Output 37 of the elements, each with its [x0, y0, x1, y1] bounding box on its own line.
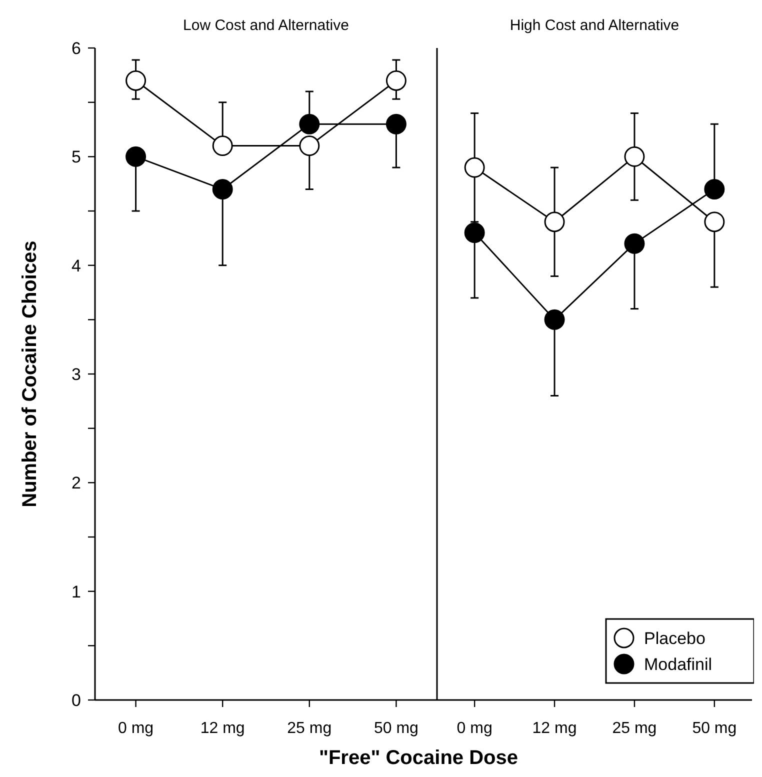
- x-tick-label: 12 mg: [532, 720, 577, 737]
- y-tick-label: 2: [72, 474, 81, 493]
- point: [126, 146, 146, 167]
- y-tick-label: 0: [72, 690, 81, 710]
- x-tick-label: 0 mg: [456, 720, 492, 737]
- point: [299, 114, 320, 134]
- y-tick-label: 1: [72, 582, 81, 602]
- y-tick-label: 3: [72, 364, 81, 384]
- point: [464, 222, 485, 243]
- point: [544, 309, 565, 330]
- point: [299, 136, 320, 156]
- point: [544, 212, 565, 232]
- y-axis-title: Number of Cocaine Choices: [19, 240, 41, 508]
- legend-label: Modafinil: [644, 654, 712, 674]
- point: [386, 70, 406, 91]
- chart-title: Low Cost and Alternative: [183, 17, 349, 34]
- point: [212, 179, 233, 200]
- y-tick-label: 5: [72, 148, 81, 167]
- point: [704, 212, 725, 232]
- x-tick-label: 50 mg: [374, 720, 418, 737]
- point: [704, 179, 725, 200]
- x-tick-label: 50 mg: [692, 720, 737, 737]
- point: [624, 146, 645, 167]
- chart-title: High Cost and Alternative: [510, 17, 680, 34]
- point: [126, 70, 146, 91]
- legend-label: Placebo: [644, 628, 706, 648]
- y-tick-label: 6: [72, 38, 81, 58]
- x-tick-label: 25 mg: [612, 720, 657, 737]
- y-tick-label: 4: [72, 256, 81, 276]
- point: [464, 157, 485, 178]
- x-tick-label: 25 mg: [287, 720, 332, 737]
- x-tick-label: 12 mg: [200, 720, 245, 737]
- x-tick-label: 0 mg: [118, 720, 154, 737]
- x-axis-title: "Free" Cocaine Dose: [318, 747, 518, 769]
- point: [386, 114, 406, 134]
- point: [624, 233, 645, 254]
- point: [212, 136, 233, 156]
